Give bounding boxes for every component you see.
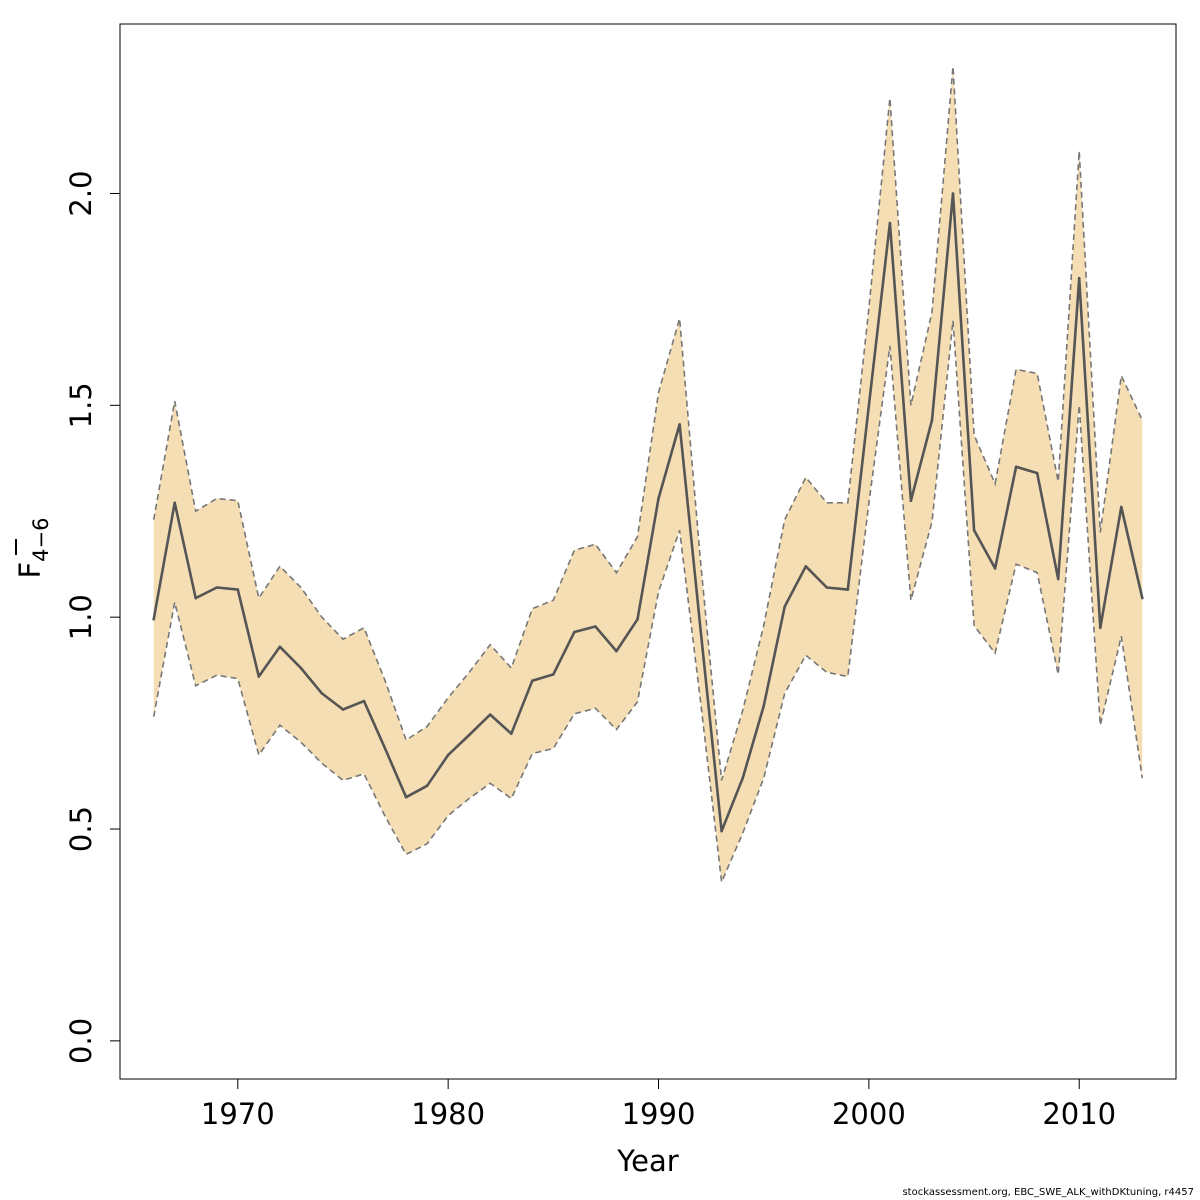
- estimate-point: [341, 708, 345, 711]
- estimate-point: [846, 588, 850, 591]
- estimate-point: [573, 630, 576, 634]
- estimate-point: [657, 497, 660, 500]
- estimate-point: [1099, 626, 1102, 630]
- estimate-point: [552, 673, 555, 676]
- estimate-point: [762, 704, 765, 708]
- estimate-point: [783, 605, 786, 608]
- estimate-point: [930, 418, 934, 422]
- estimate-point: [1077, 276, 1081, 280]
- y-axis-title-main: F: [13, 562, 47, 579]
- y-tick-label: 2.0: [64, 170, 98, 216]
- estimate-point: [699, 628, 702, 632]
- estimate-point: [173, 501, 176, 505]
- y-axis-title-sub: 4−6: [29, 517, 53, 561]
- estimate-point: [741, 776, 744, 780]
- x-axis: 1970 1980 1990 2000 2010: [201, 1079, 1116, 1131]
- estimate-point: [215, 586, 219, 589]
- estimate-point: [383, 747, 387, 750]
- estimate-point: [236, 588, 240, 591]
- estimate-point: [1056, 577, 1060, 581]
- estimate-point: [320, 692, 324, 695]
- x-axis-title: Year: [616, 1144, 678, 1178]
- estimate-line: [152, 192, 1144, 833]
- estimate-point: [404, 795, 408, 799]
- estimate-point: [993, 567, 997, 570]
- footnote: stockassessment.org, EBC_SWE_ALK_withDKt…: [902, 1187, 1194, 1198]
- upper-bound-line: [152, 66, 1144, 781]
- estimate-point: [425, 784, 429, 788]
- confidence-band: [153, 66, 1143, 882]
- estimate-point: [510, 732, 513, 735]
- svg-text:F4−6: F4−6: [13, 517, 53, 578]
- estimate-point: [615, 649, 618, 653]
- y-tick-label: 1.5: [64, 382, 98, 428]
- lower-bound-line: [152, 320, 1144, 886]
- estimate-point: [488, 713, 492, 716]
- estimate-point: [594, 625, 597, 628]
- x-tick-label: 1990: [622, 1097, 696, 1131]
- estimate-point: [972, 529, 976, 532]
- estimate-series: [152, 192, 1144, 833]
- y-tick-label: 0.0: [64, 1018, 98, 1064]
- estimate-point: [446, 753, 450, 757]
- estimate-point: [362, 699, 366, 703]
- estimate-point: [804, 565, 808, 568]
- estimate-point: [909, 499, 913, 503]
- estimate-point: [636, 618, 639, 621]
- estimate-point: [1141, 596, 1144, 600]
- estimate-point: [1035, 471, 1039, 475]
- confidence-bounds: [152, 66, 1144, 886]
- estimate-point: [194, 596, 197, 600]
- confidence-band-area: [153, 66, 1143, 882]
- plot-frame: [119, 23, 1177, 1080]
- estimate-point: [888, 221, 892, 225]
- y-tick-label: 1.0: [64, 594, 98, 640]
- estimate-point: [467, 733, 471, 737]
- estimate-point: [951, 192, 955, 195]
- estimate-point: [152, 618, 155, 621]
- estimate-point: [278, 645, 282, 649]
- estimate-point: [531, 679, 534, 682]
- y-axis-title: F4−6: [13, 517, 53, 578]
- x-tick-label: 2010: [1042, 1097, 1116, 1131]
- estimate-point: [1014, 465, 1018, 469]
- x-tick-label: 2000: [832, 1097, 906, 1131]
- estimate-point: [867, 404, 871, 407]
- estimate-point: [299, 666, 303, 670]
- estimate-point: [825, 586, 829, 589]
- x-tick-label: 1970: [201, 1097, 275, 1131]
- y-axis: 0.0 0.5 1.0 1.5 2.0: [64, 170, 120, 1064]
- estimate-point: [257, 675, 261, 678]
- y-tick-label: 0.5: [64, 806, 98, 852]
- estimate-point: [720, 829, 723, 833]
- x-tick-label: 1980: [411, 1097, 485, 1131]
- estimate-point: [678, 423, 681, 426]
- estimate-point: [1120, 505, 1123, 509]
